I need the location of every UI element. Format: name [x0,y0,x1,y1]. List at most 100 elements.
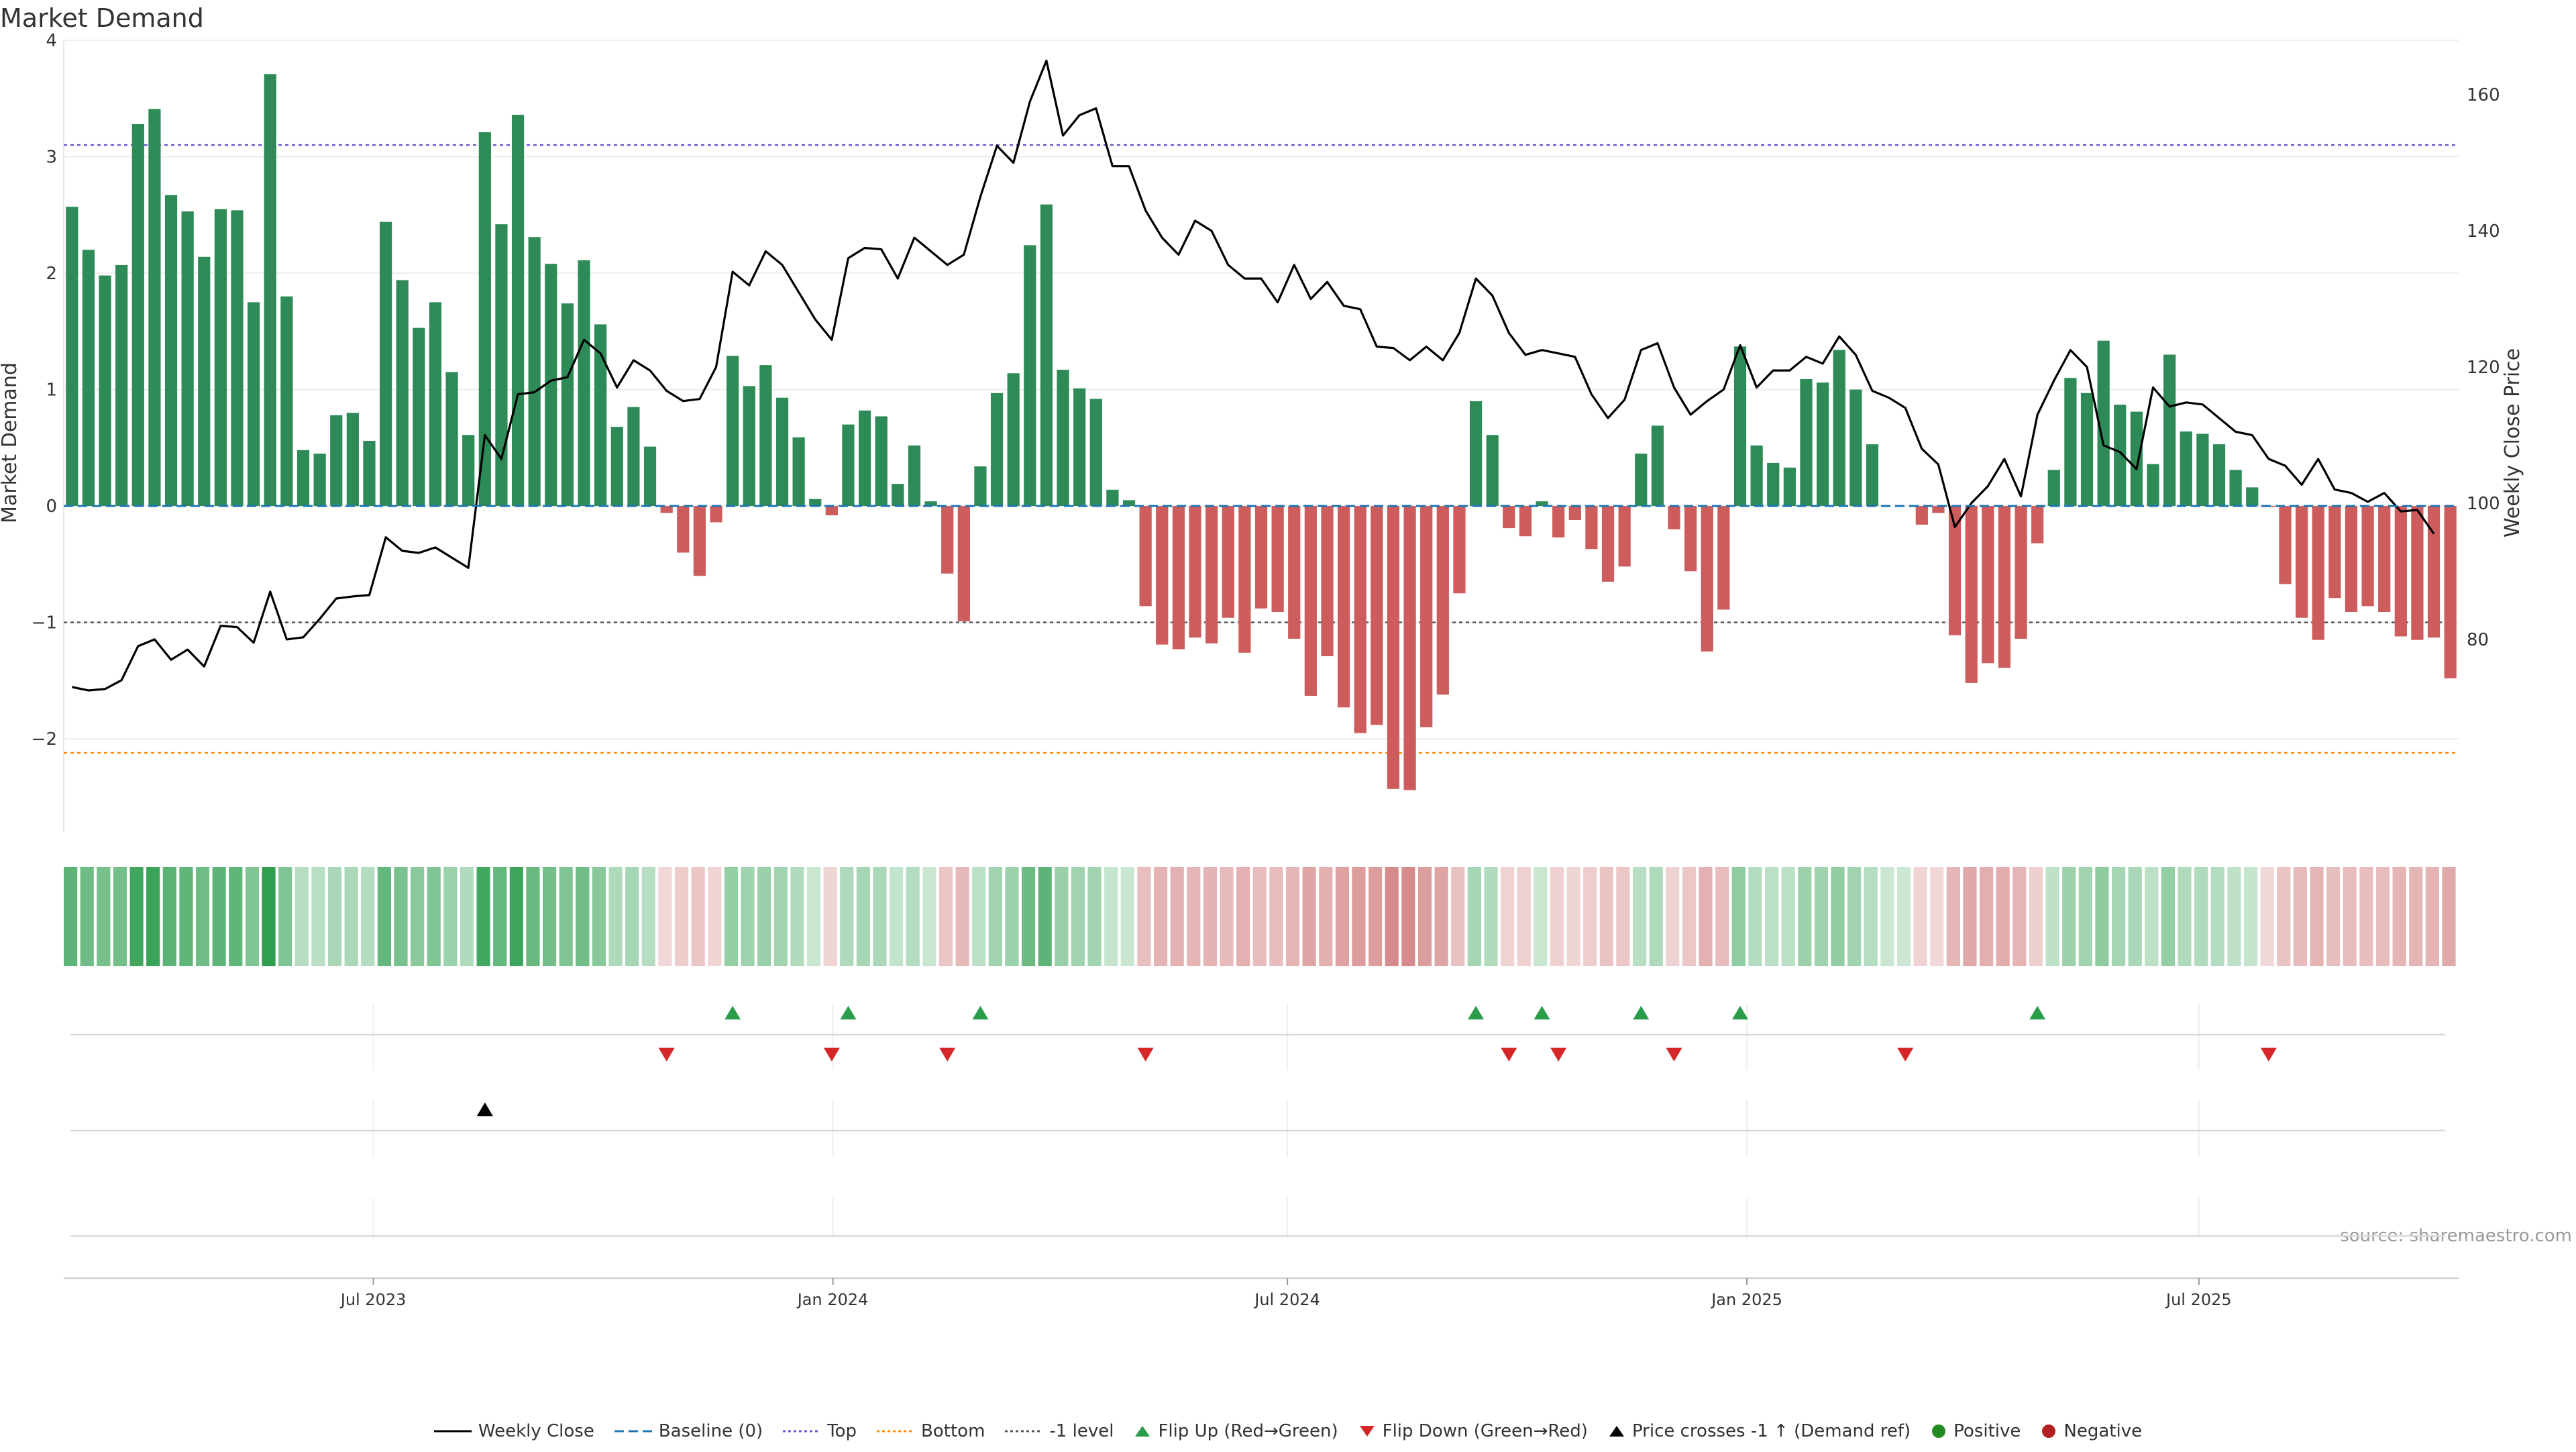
heat-cell [890,867,904,966]
heat-cell [2062,867,2076,966]
y2-tick-label: 100 [2467,494,2500,514]
demand-bar [2411,506,2424,640]
legend-top: Top [783,1421,857,1441]
demand-bar [1618,506,1631,567]
x-tick-label: Jan 2025 [1710,1290,1782,1309]
heat-cell [493,867,507,966]
legend-dotted-icon [877,1430,915,1433]
x-axis: Jul 2023 Jan 2024 Jul 2024 Jan 2025 Jul 2025 [64,1277,2459,1309]
heat-cell [1269,867,1283,966]
heat-cell [1137,867,1151,966]
heat-cell [2012,867,2027,966]
demand-bar [2378,506,2391,613]
demand-bar [462,435,475,507]
weekly-close-line [71,59,2435,692]
price-series [71,59,2435,692]
demand-bar [2147,464,2159,507]
demand-bar [1733,346,1747,507]
demand-bar [1601,506,1615,582]
y2-ticks: 160 140 120 100 80 [2467,85,2500,650]
demand-bar [1668,506,1680,529]
flip-down-marker [1897,1047,1914,1061]
demand-bar [2163,354,2176,507]
heat-cell [195,867,210,966]
heat-cell [377,867,391,966]
demand-bar [1156,506,1169,645]
demand-bar [413,327,425,507]
heat-cell [906,867,920,966]
demand-bar [1073,388,1086,507]
heat-cell [1814,867,1828,966]
demand-bar [1651,425,1664,507]
heat-cell [856,867,870,966]
demand-bar [231,210,244,507]
demand-bar [2444,506,2457,678]
demand-bar [2345,506,2358,613]
heat-cell [938,867,953,966]
heat-cell [1335,867,1349,966]
heat-cell [1038,867,1052,966]
demand-bar [1750,445,1763,507]
heat-cell [229,867,243,966]
heat-cell [2375,867,2390,966]
heat-cell [509,867,523,966]
heat-cell [2111,867,2126,966]
demand-bar [330,415,343,507]
demand-bar [1965,506,1978,683]
heat-cell [394,867,408,966]
heat-cell [1534,867,1548,966]
demand-bar [2312,506,2324,640]
y-tick-label: 3 [46,148,57,168]
demand-bar [858,410,871,507]
y-tick-label: 0 [46,497,57,517]
demand-bar [2295,506,2308,618]
event-panels [70,1003,2445,1238]
heat-cell [113,867,127,966]
heat-cell [1831,867,1845,966]
heat-cell [972,867,986,966]
heat-cell [1798,867,1812,966]
legend-dotted-icon [783,1430,821,1433]
demand-bar [2031,506,2044,543]
flip-up-marker [1534,1006,1550,1020]
heat-cell [1022,867,1036,966]
demand-bar [693,506,706,576]
demand-bar [1172,506,1185,650]
legend-label: Top [827,1421,857,1441]
demand-bar [1436,506,1449,695]
heat-cell [1302,867,1316,966]
legend-positive: Positive [1931,1421,2021,1441]
heat-cell [559,867,573,966]
demand-bar [627,407,640,507]
heat-cell [1913,867,1927,966]
demand-bar [2080,393,2094,507]
legend-dotted-icon [1005,1430,1043,1433]
demand-bar [759,365,772,507]
heat-cell [97,867,111,966]
heat-cell [1220,867,1234,966]
heat-cell [2178,867,2192,966]
heat-cell [361,867,375,966]
flip-up-marker [724,1006,741,1020]
heat-cell [1632,867,1647,966]
legend-flip-down: Flip Down (Green→Red) [1358,1421,1588,1441]
heat-cell [311,867,325,966]
heat-cell [922,867,936,966]
heat-cell [674,867,689,966]
demand-bar [1833,350,1845,507]
demand-bar [1354,506,1366,733]
heat-cell [724,867,739,966]
heat-cell [1731,867,1746,966]
heat-cell [543,867,557,966]
demand-bar [148,109,161,507]
demand-bar [643,446,657,507]
demand-bar [248,302,260,507]
heat-cell [1963,867,1977,966]
demand-bar [1849,389,1862,507]
flip-down-marker [1137,1047,1154,1061]
demand-bar [1222,506,1234,618]
demand-bar [1469,401,1483,507]
heat-cell [1153,867,1168,966]
heat-cell [625,867,639,966]
